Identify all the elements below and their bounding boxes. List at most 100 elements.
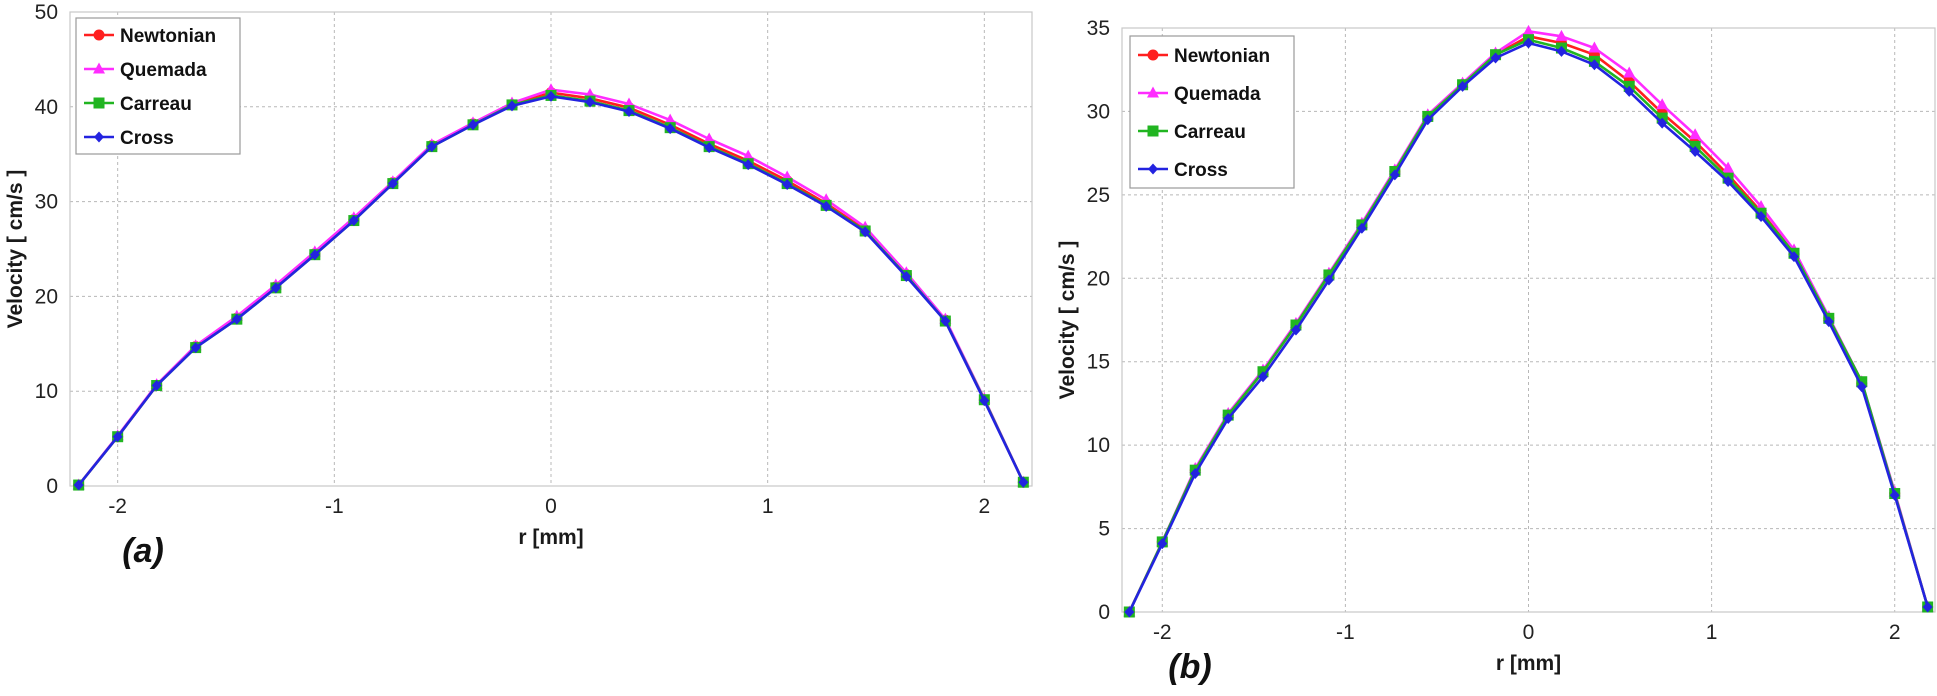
chart-a-point-cross [309, 249, 320, 261]
chart-a-point-cross [585, 96, 595, 108]
chart-a-point-cross [468, 119, 478, 131]
chart-a-x-tick-label: -1 [325, 495, 344, 518]
chart-b-point-cross [1922, 601, 1933, 613]
chart-a-point-cross [743, 159, 754, 171]
chart-a-plot-frame [69, 11, 1033, 487]
chart-b-y-tick-label: 25 [1087, 184, 1110, 207]
chart-b-legend-swatch-marker [1147, 49, 1159, 61]
chart-b-point-quemada [1656, 98, 1669, 110]
chart-a-point-cross [979, 395, 990, 407]
chart-b-point-cross [1823, 316, 1834, 328]
chart-a-y-tick-label: 40 [35, 96, 58, 119]
chart-a-y-tick-label: 20 [35, 285, 58, 308]
chart-a-point-cross [546, 90, 556, 102]
chart-b-point-cross [1356, 222, 1367, 234]
chart-b-point-quemada [1555, 29, 1568, 41]
chart-b-point-cross [1190, 468, 1201, 480]
chart-b-point-cross [1490, 52, 1501, 64]
chart-b-point-cross [1157, 538, 1168, 550]
chart-a-point-quemada [664, 113, 677, 125]
chart-b-legend-label-carreau: Carreau [1174, 122, 1246, 143]
chart-b-point-cross [1657, 117, 1668, 129]
chart-b-point-cross [1223, 412, 1234, 424]
chart-b-point-cross [1523, 37, 1534, 49]
chart-b-point-cross [1624, 85, 1635, 97]
chart-a-x-tick-label: 0 [545, 495, 557, 518]
chart-b-point-quemada [1689, 128, 1702, 140]
chart-b-y-tick-label: 30 [1087, 100, 1110, 123]
chart-b-x-tick-label: 1 [1706, 621, 1718, 644]
chart-b-y-tick-label: 35 [1087, 17, 1110, 40]
chart-a-legend-swatch-marker [93, 97, 105, 109]
chart-a-point-cross [151, 380, 162, 392]
chart-a-point-quemada [742, 149, 755, 161]
chart-a-y-tick-label: 0 [46, 475, 58, 498]
chart-a-x-tick-label: -2 [108, 495, 127, 518]
chart-b-point-cross [1422, 114, 1433, 126]
chart-b-point-quemada [1722, 161, 1735, 173]
chart-b-point-quemada [1588, 41, 1601, 53]
chart-a-x-tick-label: 1 [762, 495, 774, 518]
chart-b-legend-box [1129, 35, 1295, 189]
chart-b-x-tick-label: 0 [1523, 621, 1535, 644]
chart-b-point-cross [1556, 45, 1567, 57]
chart-a-point-cross [73, 479, 84, 491]
chart-a-point-cross [387, 178, 398, 190]
chart-b-legend-swatch-marker [1147, 86, 1159, 98]
chart-a-point-cross [348, 215, 359, 227]
chart-a-point-quemada [703, 132, 716, 144]
chart-a-x-axis-title: r [mm] [518, 526, 583, 549]
chart-b-y-tick-label: 0 [1098, 601, 1110, 624]
chart-a-point-cross [821, 200, 832, 212]
chart-a-y-tick-label: 50 [35, 1, 58, 24]
chart-a-legend-label-carreau: Carreau [120, 94, 192, 115]
chart-b-point-cross [1323, 274, 1334, 286]
chart-a-legend-swatch-marker [93, 29, 105, 41]
chart-b-point-cross [1856, 381, 1867, 393]
chart-b-point-cross [1457, 80, 1468, 92]
chart-b-y-tick-label: 15 [1087, 351, 1110, 374]
chart-a-y-tick-label: 30 [35, 191, 58, 214]
chart-a-legend-swatch-marker [93, 62, 105, 74]
chart-b-point-cross [1290, 324, 1301, 336]
chart-b-y-tick-label: 20 [1087, 267, 1110, 290]
chart-a-point-cross [190, 342, 201, 354]
chart-a-legend-box [75, 17, 241, 155]
chart-a-point-cross [901, 270, 912, 282]
chart-a-series-cross [73, 90, 1029, 491]
chart-b-legend-label-newtonian: Newtonian [1174, 46, 1270, 67]
chart-b-point-cross [1723, 176, 1734, 188]
chart-a-legend-label-quemada: Quemada [120, 60, 207, 81]
chart-b-y-tick-label: 10 [1087, 434, 1110, 457]
chart-b-panel-label: (b) [1168, 648, 1211, 686]
chart-a-y-axis-title: Velocity [ cm/s ] [4, 170, 27, 329]
chart-a-point-cross [1018, 476, 1029, 488]
chart-a-point-cross [270, 282, 281, 294]
chart-b-point-cross [1589, 59, 1600, 71]
chart-a-y-tick-label: 10 [35, 380, 58, 403]
chart-b-legend-label-quemada: Quemada [1174, 84, 1261, 105]
chart-b-point-cross [1257, 371, 1268, 383]
chart-a-point-cross [704, 142, 715, 154]
chart-a-point-cross [860, 226, 871, 238]
chart-b-x-tick-label: -1 [1336, 621, 1355, 644]
chart-a-legend-label-cross: Cross [120, 128, 174, 149]
chart-b-point-quemada [1522, 24, 1535, 36]
chart-b-point-cross [1789, 251, 1800, 263]
chart-a-legend-label-newtonian: Newtonian [120, 26, 216, 47]
chart-b-y-tick-label: 5 [1098, 518, 1110, 541]
chart-a-point-cross [112, 431, 123, 443]
chart-b-legend-swatch-marker [1147, 125, 1159, 137]
chart-b-point-quemada [1623, 66, 1636, 78]
chart-a-point-cross [665, 123, 676, 135]
chart-a-point-cross [231, 313, 242, 325]
chart-a-legend: Newtonian Quemada Carreau Cross [75, 17, 241, 155]
chart-b-legend-swatch-marker [1148, 163, 1158, 175]
chart-a-point-cross [426, 141, 437, 153]
chart-b-legend: Newtonian Quemada Carreau Cross [1129, 35, 1295, 189]
chart-b-point-cross [1756, 211, 1767, 223]
chart-b-point-cross [1389, 169, 1400, 181]
